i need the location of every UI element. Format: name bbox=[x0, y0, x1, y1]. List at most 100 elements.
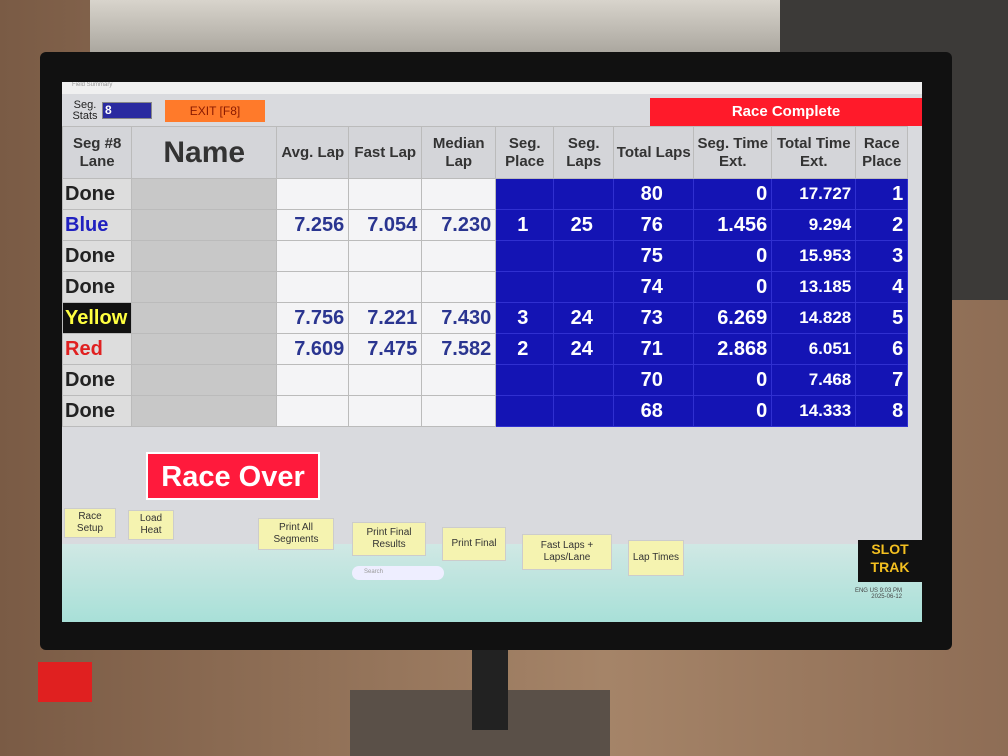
table-cell bbox=[131, 395, 278, 427]
table-cell: 0 bbox=[693, 178, 773, 210]
table-cell: 25 bbox=[553, 209, 615, 241]
table-cell: 1 bbox=[855, 178, 909, 210]
table-cell: 2.868 bbox=[693, 333, 773, 365]
table-cell: 5 bbox=[855, 302, 909, 334]
table-cell: 14.828 bbox=[771, 302, 857, 334]
exit-button[interactable]: EXIT [F8] bbox=[165, 100, 265, 122]
table-row: Done 75 0 15.953 3 bbox=[62, 240, 909, 272]
results-table: Seg #8 Lane Name Avg. Lap Fast Lap Median La… bbox=[62, 126, 909, 427]
table-cell bbox=[421, 240, 497, 272]
seg-stats-label: Seg. Stats bbox=[72, 99, 98, 122]
taskbar-search[interactable]: Search bbox=[352, 566, 444, 580]
table-cell: 6 bbox=[855, 333, 909, 365]
table-cell bbox=[421, 364, 497, 396]
table-cell: 14.333 bbox=[771, 395, 857, 427]
table-cell: 7.475 bbox=[348, 333, 423, 365]
table-cell bbox=[421, 271, 497, 303]
column-header: Seg. Place bbox=[495, 126, 555, 179]
table-cell: 80 bbox=[613, 178, 695, 210]
table-cell bbox=[131, 240, 278, 272]
table-cell: 4 bbox=[855, 271, 909, 303]
table-cell: Done bbox=[62, 178, 133, 210]
column-header: Total Laps bbox=[613, 126, 695, 179]
table-cell bbox=[348, 364, 423, 396]
table-cell: 7.230 bbox=[421, 209, 497, 241]
table-cell bbox=[131, 209, 278, 241]
table-cell bbox=[276, 240, 350, 272]
table-cell: Done bbox=[62, 271, 133, 303]
table-cell: 15.953 bbox=[771, 240, 857, 272]
table-cell bbox=[421, 178, 497, 210]
table-cell: 7 bbox=[855, 364, 909, 396]
table-cell bbox=[553, 178, 615, 210]
column-header: Seg. Laps bbox=[553, 126, 615, 179]
table-cell bbox=[276, 395, 350, 427]
table-cell: Done bbox=[62, 364, 133, 396]
table-cell: 1 bbox=[495, 209, 555, 241]
table-cell bbox=[276, 364, 350, 396]
table-cell bbox=[495, 178, 555, 210]
language-indicator[interactable]: ENG US bbox=[854, 588, 878, 594]
table-cell: 24 bbox=[553, 333, 615, 365]
print-all-segments-button[interactable]: Print All Segments bbox=[258, 518, 334, 550]
table-cell: 6.269 bbox=[693, 302, 773, 334]
column-header: Fast Lap bbox=[348, 126, 423, 179]
table-cell: 7.468 bbox=[771, 364, 857, 396]
table-cell: 24 bbox=[553, 302, 615, 334]
table-cell: 7.256 bbox=[276, 209, 350, 241]
table-cell: 8 bbox=[855, 395, 909, 427]
table-cell: 13.185 bbox=[771, 271, 857, 303]
table-cell: 2 bbox=[855, 209, 909, 241]
table-cell: 0 bbox=[693, 395, 773, 427]
table-cell bbox=[495, 364, 555, 396]
table-cell: Blue bbox=[62, 209, 133, 241]
table-cell: 0 bbox=[693, 271, 773, 303]
seg-select[interactable]: 8 bbox=[102, 102, 152, 119]
table-row: Blue 7.256 7.054 7.230 1 25 76 1.456 9.294 2 bbox=[62, 209, 909, 241]
table-cell: 3 bbox=[855, 240, 909, 272]
lap-times-button[interactable]: Lap Times bbox=[628, 540, 684, 576]
table-cell: 0 bbox=[693, 240, 773, 272]
table-cell: 6.051 bbox=[771, 333, 857, 365]
clock-date[interactable]: 2025-06-12 bbox=[871, 594, 902, 600]
table-cell: 7.430 bbox=[421, 302, 497, 334]
table-cell: Done bbox=[62, 240, 133, 272]
race-setup-button[interactable]: Race Setup bbox=[64, 508, 116, 538]
flag bbox=[38, 662, 92, 702]
column-header: Avg. Lap bbox=[276, 126, 350, 179]
table-cell: 7.756 bbox=[276, 302, 350, 334]
table-cell bbox=[495, 395, 555, 427]
table-cell bbox=[276, 271, 350, 303]
table-cell bbox=[495, 240, 555, 272]
table-cell bbox=[348, 271, 423, 303]
table-row: Done 68 0 14.333 8 bbox=[62, 395, 909, 427]
table-cell bbox=[421, 395, 497, 427]
race-over-banner: Race Over bbox=[146, 452, 320, 500]
table-cell bbox=[553, 240, 615, 272]
print-final-results-button[interactable]: Print Final Results bbox=[352, 522, 426, 556]
table-cell: 7.609 bbox=[276, 333, 350, 365]
column-header: Seg. Time Ext. bbox=[693, 126, 773, 179]
table-cell bbox=[348, 178, 423, 210]
table-cell: 76 bbox=[613, 209, 695, 241]
column-header: Race Place bbox=[855, 126, 909, 179]
load-heat-button[interactable]: Load Heat bbox=[128, 510, 174, 540]
table-cell: 73 bbox=[613, 302, 695, 334]
clock-time[interactable]: 9:03 PM bbox=[879, 588, 902, 594]
table-cell: Red bbox=[62, 333, 133, 365]
table-cell bbox=[276, 178, 350, 210]
table-cell bbox=[348, 240, 423, 272]
table-cell: 68 bbox=[613, 395, 695, 427]
table-cell: 2 bbox=[495, 333, 555, 365]
table-cell: Done bbox=[62, 395, 133, 427]
table-cell: 17.727 bbox=[771, 178, 857, 210]
column-header: Median Lap bbox=[421, 126, 497, 179]
column-header: Total Time Ext. bbox=[771, 126, 857, 179]
fast-laps-button[interactable]: Fast Laps + Laps/Lane bbox=[522, 534, 612, 570]
print-final-button[interactable]: Print Final bbox=[442, 527, 506, 561]
screen: Field Summary Seg. Stats 8 EXIT [F8] Rac… bbox=[62, 82, 922, 622]
table-cell bbox=[131, 178, 278, 210]
table-cell: 9.294 bbox=[771, 209, 857, 241]
table-cell: Yellow bbox=[62, 302, 133, 334]
table-cell bbox=[131, 271, 278, 303]
